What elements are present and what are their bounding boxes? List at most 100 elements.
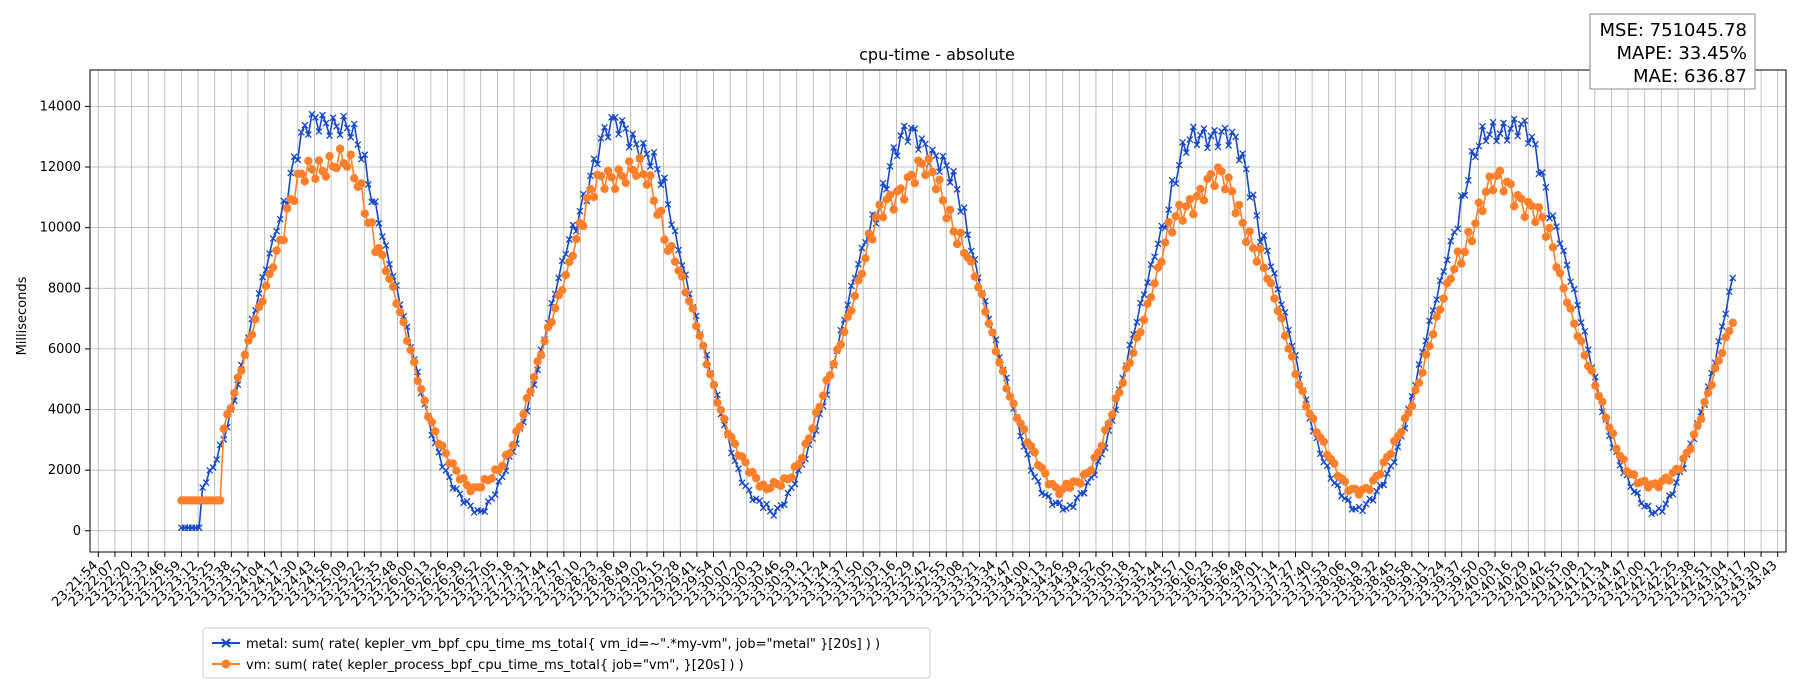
series-point-vm: [730, 439, 740, 449]
series-point-vm: [861, 254, 870, 263]
series-point-metal: [650, 148, 658, 156]
series-point-vm: [540, 336, 549, 346]
series-point-vm: [1280, 331, 1290, 341]
series-point-vm: [1495, 166, 1505, 176]
series-point-vm: [1608, 429, 1618, 438]
series-point-vm: [561, 270, 570, 280]
series-point-vm: [829, 359, 838, 369]
series-point-metal: [467, 502, 475, 510]
series-point-metal: [1538, 169, 1546, 176]
stats-box: MSE: 751045.78 MAPE: 33.45% MAE: 636.87: [1589, 13, 1756, 90]
series-point-metal: [1140, 291, 1148, 298]
series-point-metal: [301, 121, 309, 129]
series-point-metal: [668, 221, 675, 229]
series-point-metal: [1634, 489, 1642, 497]
series-point-metal: [1235, 156, 1243, 164]
series-point-vm: [942, 214, 951, 223]
series-point-metal: [1359, 507, 1367, 515]
series-point-metal: [1084, 478, 1092, 486]
series-point-metal: [311, 113, 319, 121]
series-point-vm: [632, 171, 641, 180]
series-point-vm: [1587, 366, 1596, 375]
series-point-vm: [1428, 330, 1438, 339]
series-point-metal: [1278, 301, 1285, 309]
series-point-vm: [1478, 206, 1487, 216]
series-point-metal: [1718, 323, 1726, 330]
series-point-vm: [1499, 187, 1508, 196]
series-point-vm: [346, 150, 355, 159]
series-point-metal: [1048, 501, 1056, 509]
series-point-vm: [526, 387, 535, 396]
series-point-metal: [735, 465, 742, 473]
series-point-vm: [815, 402, 824, 411]
series-point-vm: [1580, 351, 1589, 360]
series-point-vm: [1404, 408, 1413, 418]
series-point-vm: [438, 441, 447, 450]
series-point-metal: [1034, 477, 1042, 485]
series-point-metal: [1239, 150, 1247, 158]
series-point-vm: [268, 263, 278, 272]
series-point-metal: [1426, 317, 1434, 325]
series-point-metal: [1045, 492, 1053, 500]
series-point-vm: [741, 458, 750, 467]
series-point-metal: [1172, 180, 1180, 188]
series-point-vm: [1189, 210, 1198, 219]
series-point-vm: [1696, 414, 1706, 424]
series-point-metal: [946, 178, 954, 186]
series-point-metal: [364, 180, 372, 188]
series-point-vm: [818, 391, 828, 400]
series-point-metal: [460, 499, 467, 507]
series-point-metal: [646, 162, 654, 170]
series-point-vm: [1439, 294, 1448, 303]
series-point-metal: [745, 486, 753, 494]
series-point-metal: [326, 132, 333, 140]
series-point-metal: [1493, 137, 1501, 145]
series-point-vm: [1728, 318, 1737, 328]
series-point-metal: [1549, 212, 1557, 220]
series-point-vm: [1249, 244, 1258, 253]
series-point-vm: [1160, 238, 1170, 247]
series-point-metal: [594, 160, 601, 168]
series-point-metal: [1669, 490, 1677, 498]
series-point-metal: [960, 204, 968, 212]
series-point-metal: [763, 500, 771, 508]
series-point-vm: [1167, 228, 1177, 237]
series-point-metal: [1380, 481, 1388, 489]
series-point-vm: [237, 366, 246, 375]
series-point-metal: [1144, 279, 1151, 286]
series-point-metal: [1672, 478, 1680, 486]
series-point-vm: [1150, 279, 1159, 288]
series-point-vm: [1411, 385, 1420, 395]
series-point-vm: [716, 405, 726, 415]
series-point-vm: [1104, 419, 1113, 428]
series-point-vm: [938, 196, 948, 205]
series-point-metal: [664, 200, 672, 208]
series-point-metal: [1440, 268, 1448, 275]
series-point-metal: [1126, 341, 1134, 349]
series-point-vm: [854, 276, 863, 285]
series-point-vm: [1435, 305, 1445, 314]
series-point-vm: [699, 341, 708, 350]
series-point-metal: [622, 125, 630, 133]
series-point-vm: [660, 235, 669, 244]
series-point-vm: [1234, 200, 1244, 210]
series-point-metal: [329, 114, 337, 122]
series-point-vm: [625, 157, 634, 166]
series-point-metal: [918, 135, 926, 143]
series-point-metal: [1503, 136, 1511, 144]
series-point-vm: [885, 190, 895, 200]
series-point-metal: [375, 219, 383, 227]
series-point-vm: [1548, 243, 1558, 252]
series-point-vm: [1629, 470, 1639, 479]
series-point-metal: [333, 122, 341, 130]
series-point-vm: [417, 384, 426, 394]
series-point-vm: [610, 184, 620, 194]
series-point-metal: [1027, 466, 1035, 474]
series-point-vm: [945, 205, 955, 215]
series-point-vm: [1051, 483, 1061, 492]
series-point-metal: [491, 491, 499, 499]
series-point-vm: [967, 257, 976, 266]
series-point-vm: [1125, 358, 1135, 368]
series-point-vm: [857, 269, 867, 278]
